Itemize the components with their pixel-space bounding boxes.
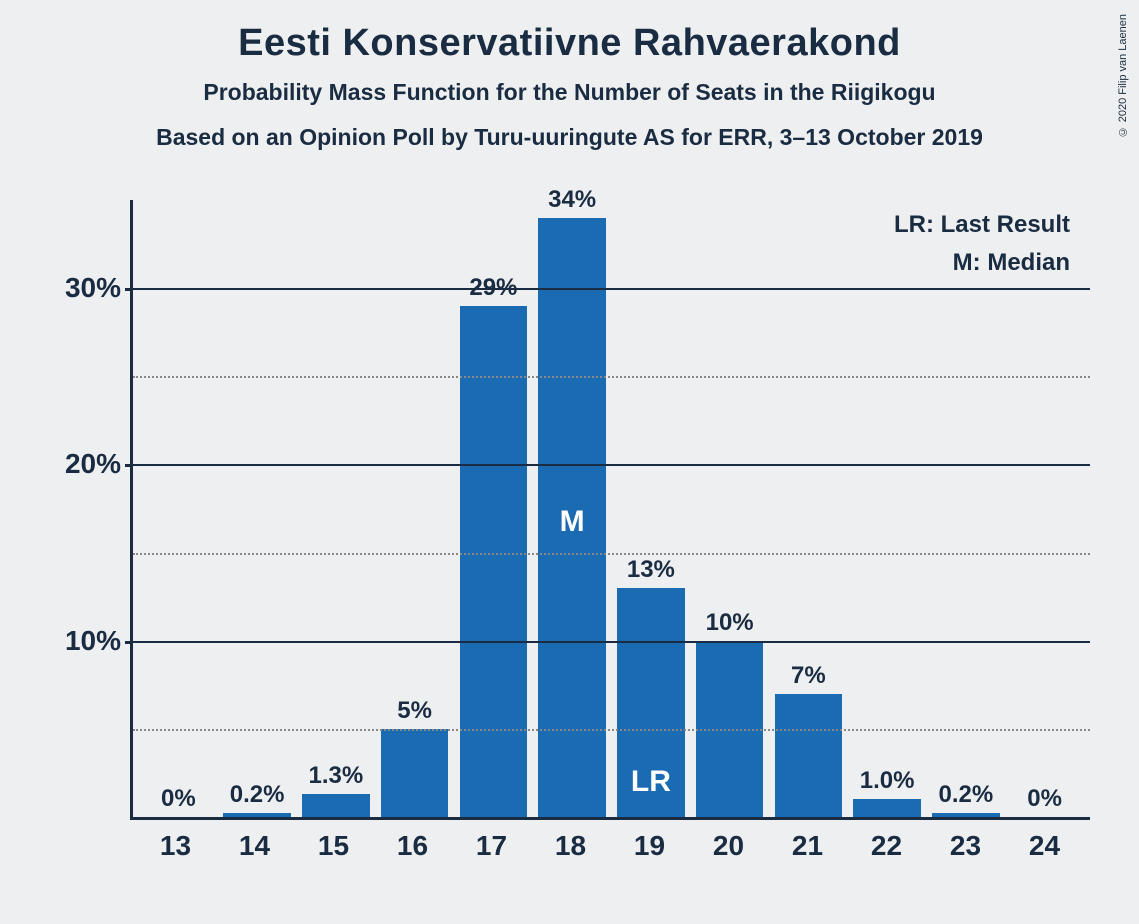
x-tick-label: 20 [689,830,768,862]
bar: M [538,218,606,817]
x-tick-label: 22 [847,830,926,862]
bar-value-label: 0.2% [230,781,285,809]
bar-value-label: 5% [397,697,432,725]
chart-subtitle-2: Based on an Opinion Poll by Turu-uuringu… [0,124,1139,151]
x-tick-label: 17 [452,830,531,862]
bar-column: 34%M [533,200,612,817]
bar-column: 0% [1005,200,1084,817]
y-tick-label: 10% [65,625,133,657]
last-result-marker: LR [617,765,685,799]
bar [932,813,1000,817]
bar-value-label: 7% [791,662,826,690]
bar-column: 0% [139,200,218,817]
bar-column: 1.0% [848,200,927,817]
x-tick-label: 15 [294,830,373,862]
x-tick-label: 14 [215,830,294,862]
chart-subtitle-1: Probability Mass Function for the Number… [0,79,1139,106]
bar-column: 0.2% [927,200,1006,817]
bar-column: 7% [769,200,848,817]
bar: LR [617,588,685,817]
x-tick-label: 16 [373,830,452,862]
bar-value-label: 0% [1027,785,1062,813]
gridline [133,641,1090,643]
bar-column: 29% [454,200,533,817]
bar [302,794,370,817]
bar [381,729,449,817]
y-tick-mark [125,288,133,291]
gridline [133,553,1090,555]
y-tick-mark [125,641,133,644]
gridline [133,288,1090,290]
chart-area: LR: Last Result M: Median 0%0.2%1.3%5%29… [60,200,1110,900]
y-tick-label: 20% [65,448,133,480]
copyright-label: © 2020 Filip van Laenen [1117,14,1129,137]
bar-value-label: 0.2% [939,781,994,809]
x-tick-label: 21 [768,830,847,862]
bars-container: 0% 0.2% 1.3% 5% 29%34%M 13% LR 10% 7% 1.0% 0.2% 0% [133,200,1090,817]
chart-title: Eesti Konservatiivne Rahvaerakond [0,0,1139,65]
bar-column: 5% [375,200,454,817]
bar-column: 13% LR [612,200,691,817]
median-marker: M [538,505,606,539]
gridline [133,376,1090,378]
bar [460,306,528,817]
bar-value-label: 34% [548,186,596,214]
bar-value-label: 13% [627,556,675,584]
bar [775,694,843,817]
x-tick-label: 19 [610,830,689,862]
bar-column: 0.2% [218,200,297,817]
bar-value-label: 1.3% [309,762,364,790]
gridline [133,464,1090,466]
bar [853,799,921,817]
bar-value-label: 10% [706,609,754,637]
x-tick-label: 24 [1005,830,1084,862]
plot-region: LR: Last Result M: Median 0%0.2%1.3%5%29… [130,200,1090,820]
gridline [133,729,1090,731]
x-tick-label: 18 [531,830,610,862]
x-tick-label: 13 [136,830,215,862]
bar-value-label: 0% [161,785,196,813]
y-tick-label: 30% [65,272,133,304]
bar-value-label: 1.0% [860,767,915,795]
bar-column: 10% [690,200,769,817]
y-tick-mark [125,464,133,467]
bar-column: 1.3% [297,200,376,817]
bar [223,813,291,817]
x-axis-labels: 131415161718192021222324 [130,830,1090,862]
x-tick-label: 23 [926,830,1005,862]
